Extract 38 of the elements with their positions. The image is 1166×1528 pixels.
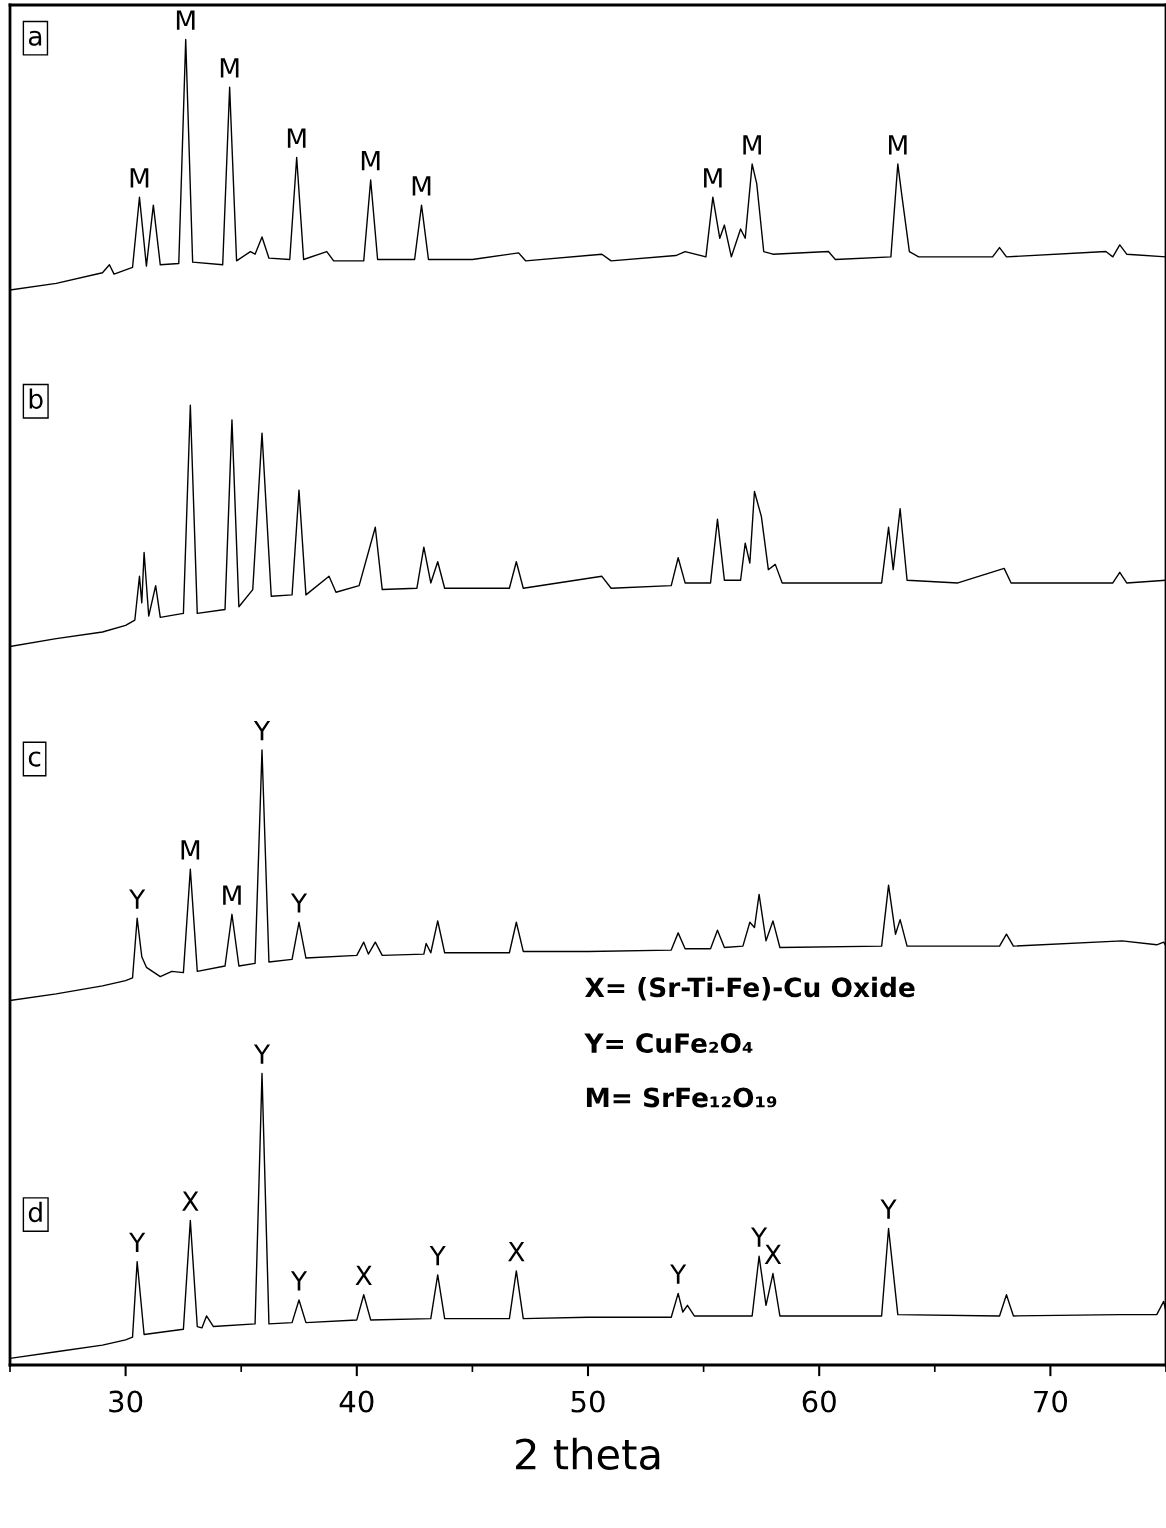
annotation: M [412, 176, 431, 196]
x-tick-label: 50 [571, 1390, 605, 1413]
x-tick-label: 40 [339, 1390, 374, 1413]
annotation: Y= CuFe₂O₄ [584, 1033, 753, 1054]
annotation: Y [290, 893, 308, 913]
annotation: M [223, 885, 241, 905]
x-tick-label: 70 [1034, 1390, 1068, 1413]
annotation: Y [129, 1232, 146, 1252]
annotation: X= (Sr-Ti-Fe)-Cu Oxide [585, 976, 915, 1001]
annotation: M [176, 10, 195, 30]
annotation: M [130, 168, 149, 188]
annotation: Y [129, 889, 146, 909]
annotation: X [508, 1241, 525, 1262]
annotation: X [355, 1265, 372, 1286]
annotation: M [704, 168, 722, 188]
annotation: M [181, 840, 200, 860]
annotation: Y [290, 1271, 308, 1291]
annotation: Y [429, 1245, 446, 1266]
annotation: M [889, 135, 907, 155]
annotation: Y [253, 721, 271, 741]
annotation: X [182, 1191, 199, 1211]
x-tick-label: 60 [802, 1390, 836, 1413]
annotation: Y [880, 1199, 897, 1219]
x-tick-label: 30 [109, 1390, 143, 1413]
annotation: b [29, 388, 43, 409]
annotation: M [361, 151, 380, 171]
annotation: M [287, 128, 306, 148]
annotation: M [220, 58, 239, 78]
annotation: X [764, 1244, 782, 1264]
annotation: a [28, 30, 42, 46]
annotation: Y [253, 1044, 271, 1064]
annotation: M [743, 135, 761, 155]
x-axis-title: 2 theta [516, 1437, 660, 1470]
annotation: Y [670, 1264, 687, 1284]
annotation: Y [750, 1227, 768, 1247]
annotation: d [28, 1201, 42, 1223]
annotation: M= SrFe₁₂O₁₉ [586, 1087, 777, 1108]
annotation: c [28, 751, 41, 767]
